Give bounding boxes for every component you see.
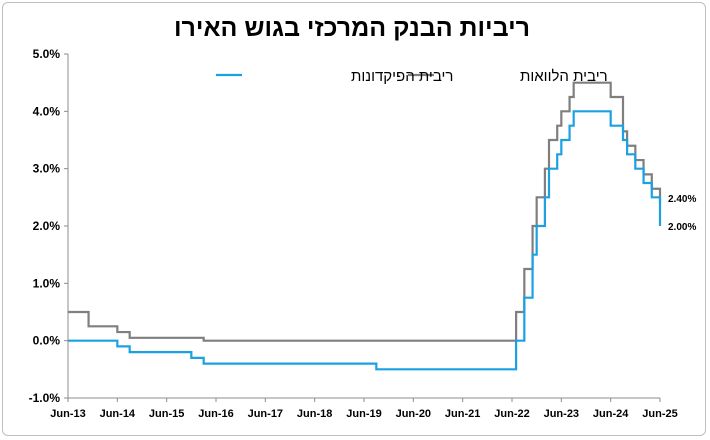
x-tick-label: Jun-18 (297, 408, 332, 420)
x-tick-label: Jun-23 (544, 408, 579, 420)
y-tick-label: 2.0% (33, 219, 61, 233)
x-tick-label: Jun-14 (100, 408, 136, 420)
x-tick-label: Jun-19 (346, 408, 381, 420)
y-tick-label: -1.0% (29, 391, 61, 405)
x-tick-label: Jun-13 (50, 408, 85, 420)
chart-title: ריביות הבנק המרכזי בגוש האירו (173, 14, 531, 42)
legend-label: ריבית הפיקדונות (351, 68, 453, 85)
y-tick-label: 0.0% (33, 334, 61, 348)
x-tick-label: Jun-20 (396, 408, 431, 420)
x-tick-label: Jun-24 (593, 408, 629, 420)
x-tick-label: Jun-16 (198, 408, 233, 420)
chart-series-layer: 2.40% 2.00% (68, 81, 696, 371)
end-value-label: 2.00% (668, 222, 696, 233)
legend-label: ריבית הלוואות (520, 68, 608, 85)
y-tick-label: 5.0% (33, 47, 61, 61)
x-tick-label: Jun-22 (494, 408, 529, 420)
y-tick-label: 1.0% (33, 276, 61, 290)
series-line-deposit-rate (68, 110, 662, 371)
chart-axes: -1.0% 0.0% 1.0% 2.0% 3.0% 4.0% 5.0% Jun-13 Jun-1… (29, 47, 678, 420)
series-line-lending-rate (68, 81, 662, 342)
x-tick-label: Jun-21 (445, 408, 480, 420)
x-tick-label: Jun-25 (642, 408, 677, 420)
end-value-label: 2.40% (668, 194, 696, 205)
x-tick-label: Jun-15 (149, 408, 184, 420)
y-tick-label: 4.0% (33, 104, 61, 118)
x-tick-label: Jun-17 (248, 408, 283, 420)
y-tick-label: 3.0% (33, 162, 61, 176)
chart-legend: ריבית הלוואות ריבית הפיקדונות (216, 68, 608, 85)
